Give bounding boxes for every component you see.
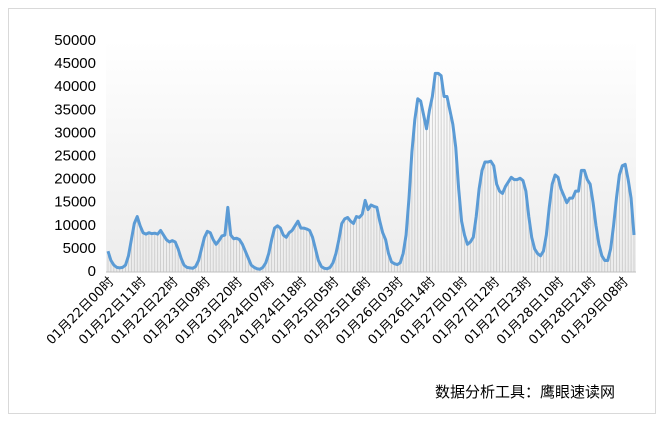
y-tick-label: 5000 (63, 240, 96, 257)
annotation: 数据分析工具：鹰眼速读网 (435, 383, 615, 401)
y-tick-label: 10000 (54, 217, 96, 234)
y-tick-label: 15000 (54, 194, 96, 211)
y-tick-label: 0 (88, 263, 96, 280)
y-tick-label: 25000 (54, 147, 96, 164)
y-tick-label: 20000 (54, 171, 96, 188)
y-tick-label: 30000 (54, 124, 96, 141)
line-series (106, 71, 636, 271)
y-tick-label: 50000 (54, 32, 96, 49)
y-tick-label: 35000 (54, 101, 96, 118)
y-tick-label: 40000 (54, 78, 96, 95)
y-tick-label: 45000 (54, 55, 96, 72)
